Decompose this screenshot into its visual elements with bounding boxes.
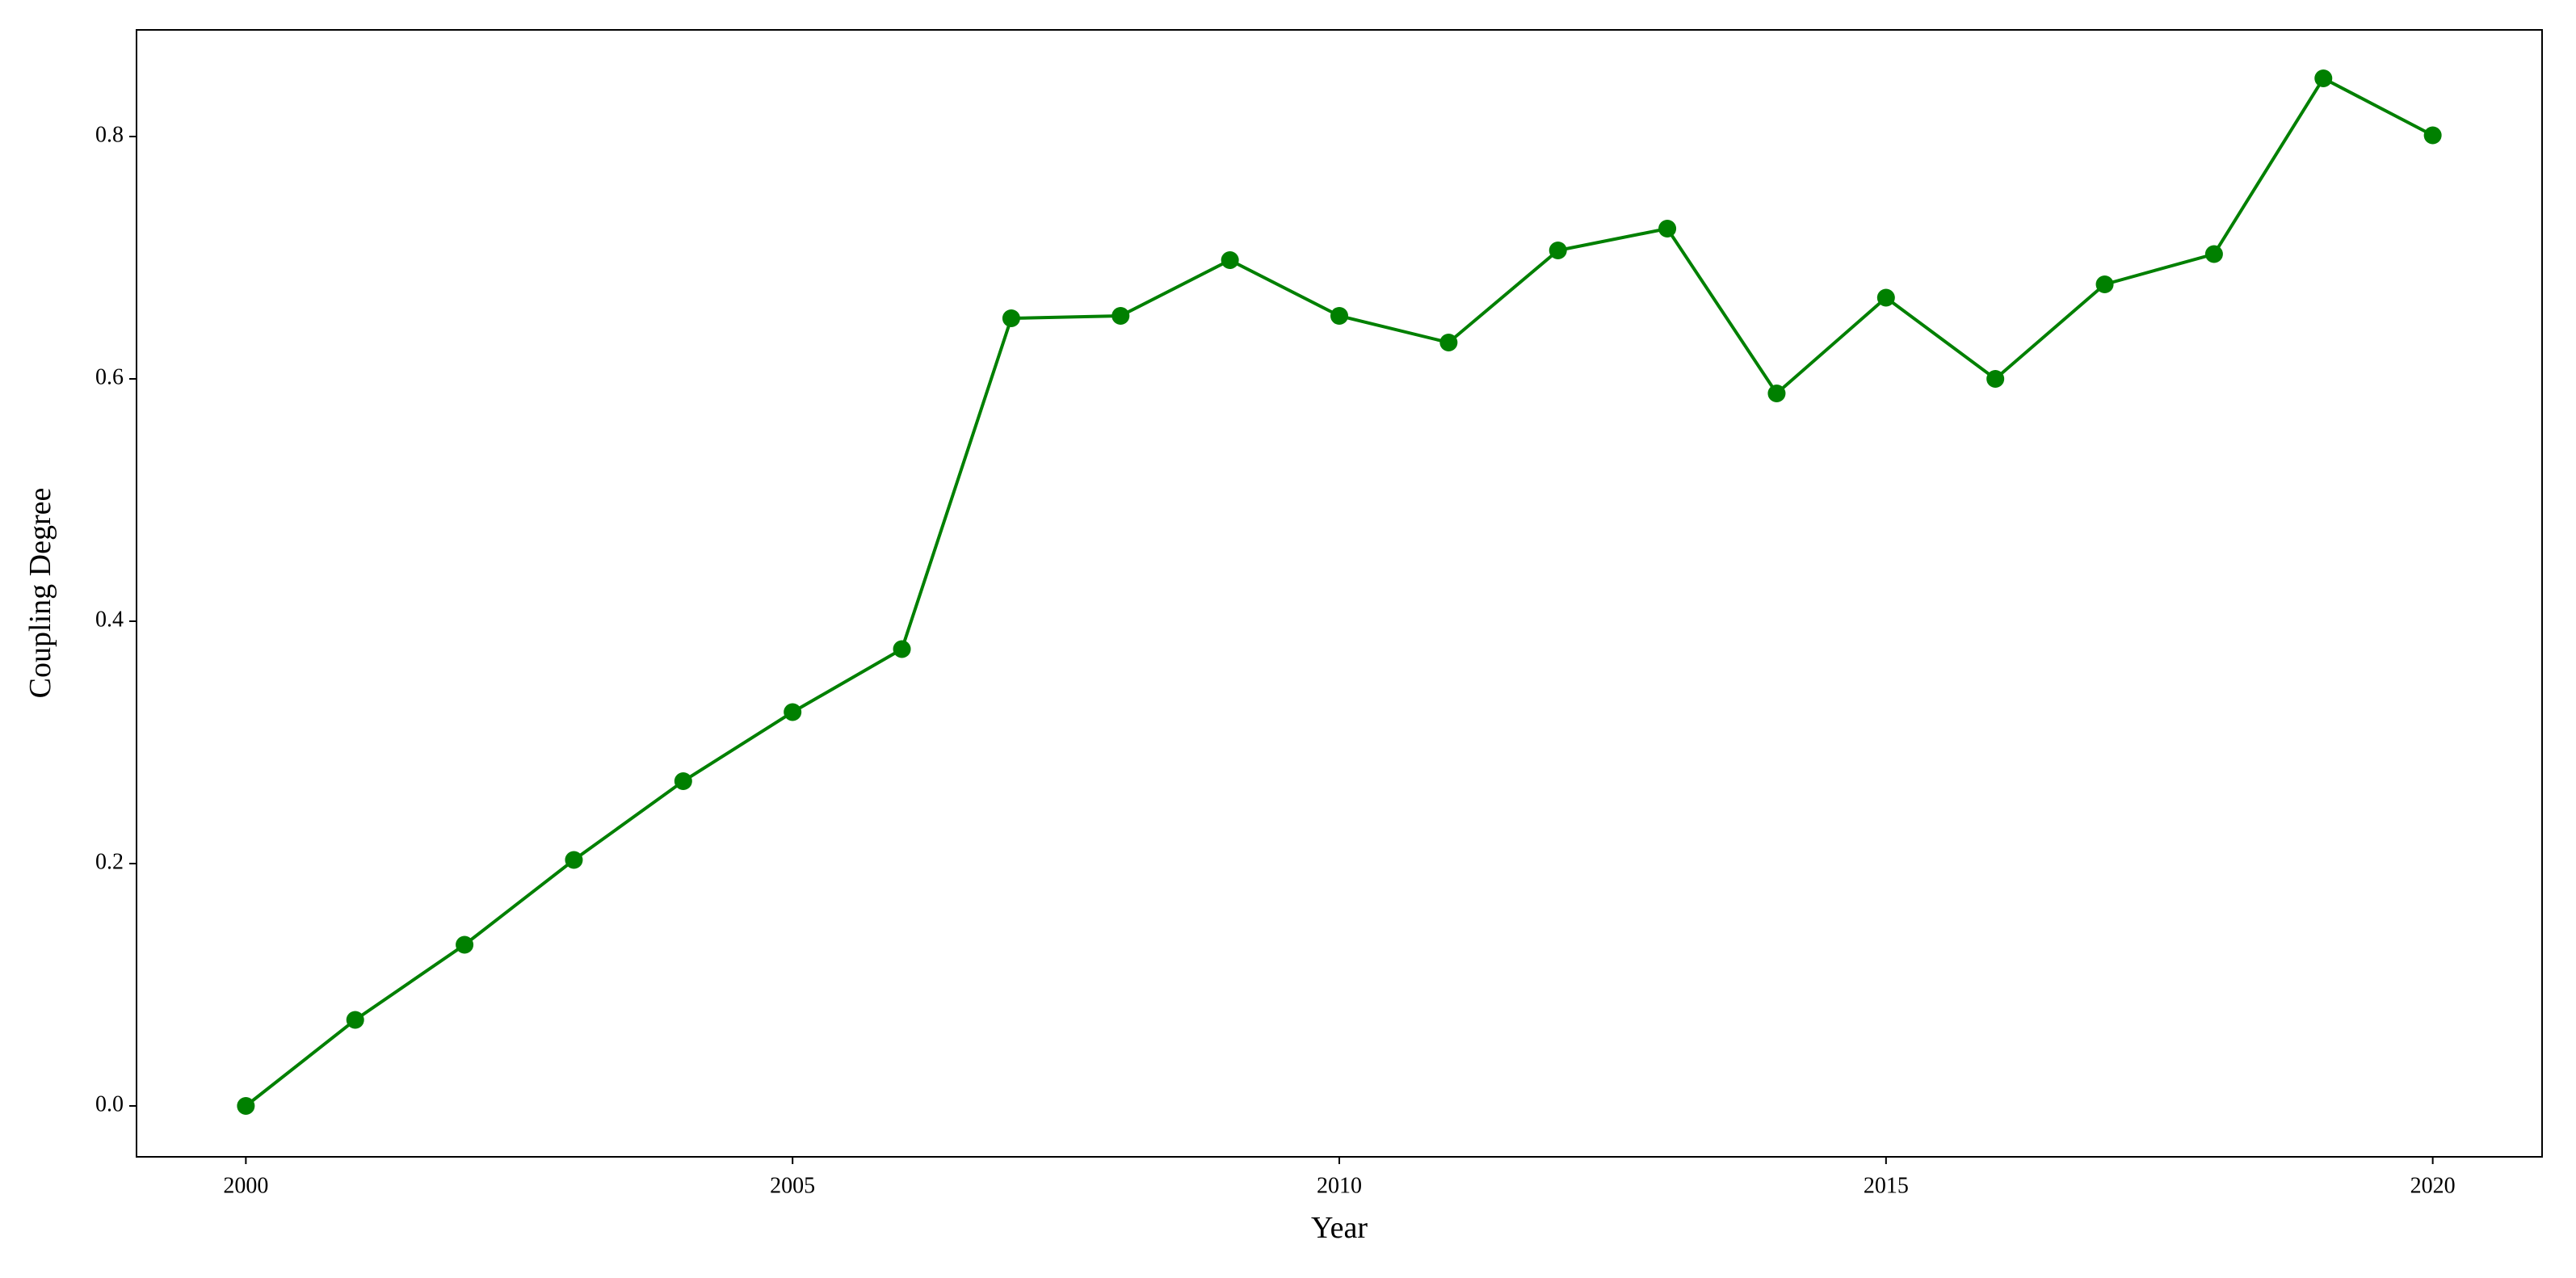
- point: [346, 1011, 364, 1029]
- point: [2423, 126, 2442, 145]
- point: [1112, 307, 1130, 325]
- x-tick-label: 2015: [1864, 1173, 1909, 1198]
- point: [1221, 251, 1239, 269]
- point: [2095, 275, 2114, 293]
- y-tick-label: 0.4: [95, 607, 124, 632]
- point: [2314, 69, 2333, 87]
- x-axis-label: Year: [1311, 1211, 1368, 1245]
- point: [237, 1097, 255, 1115]
- point: [1002, 309, 1020, 327]
- point: [1876, 288, 1895, 307]
- y-tick-label: 0.6: [95, 364, 124, 389]
- plot-frame: [136, 29, 2543, 1158]
- point: [1658, 220, 1677, 238]
- point: [1439, 334, 1458, 351]
- series-line: [245, 76, 2434, 1108]
- x-tick-label: 2020: [2410, 1173, 2456, 1198]
- point: [565, 851, 583, 869]
- x-tick-label: 2005: [770, 1173, 815, 1198]
- point: [456, 935, 474, 954]
- point: [2204, 245, 2223, 263]
- point: [1767, 385, 1786, 402]
- point: [1549, 242, 1567, 259]
- x-tick-label: 2010: [1317, 1173, 1362, 1198]
- x-tick-label: 2000: [223, 1173, 268, 1198]
- y-tick-label: 0.0: [95, 1091, 124, 1116]
- y-tick-label: 0.8: [95, 122, 124, 147]
- point: [784, 703, 802, 721]
- point: [1986, 370, 2005, 388]
- y-tick-label: 0.2: [95, 849, 124, 874]
- point: [674, 772, 692, 790]
- point: [1330, 307, 1348, 325]
- y-axis-label: Coupling Degree: [23, 488, 57, 699]
- point: [893, 640, 911, 658]
